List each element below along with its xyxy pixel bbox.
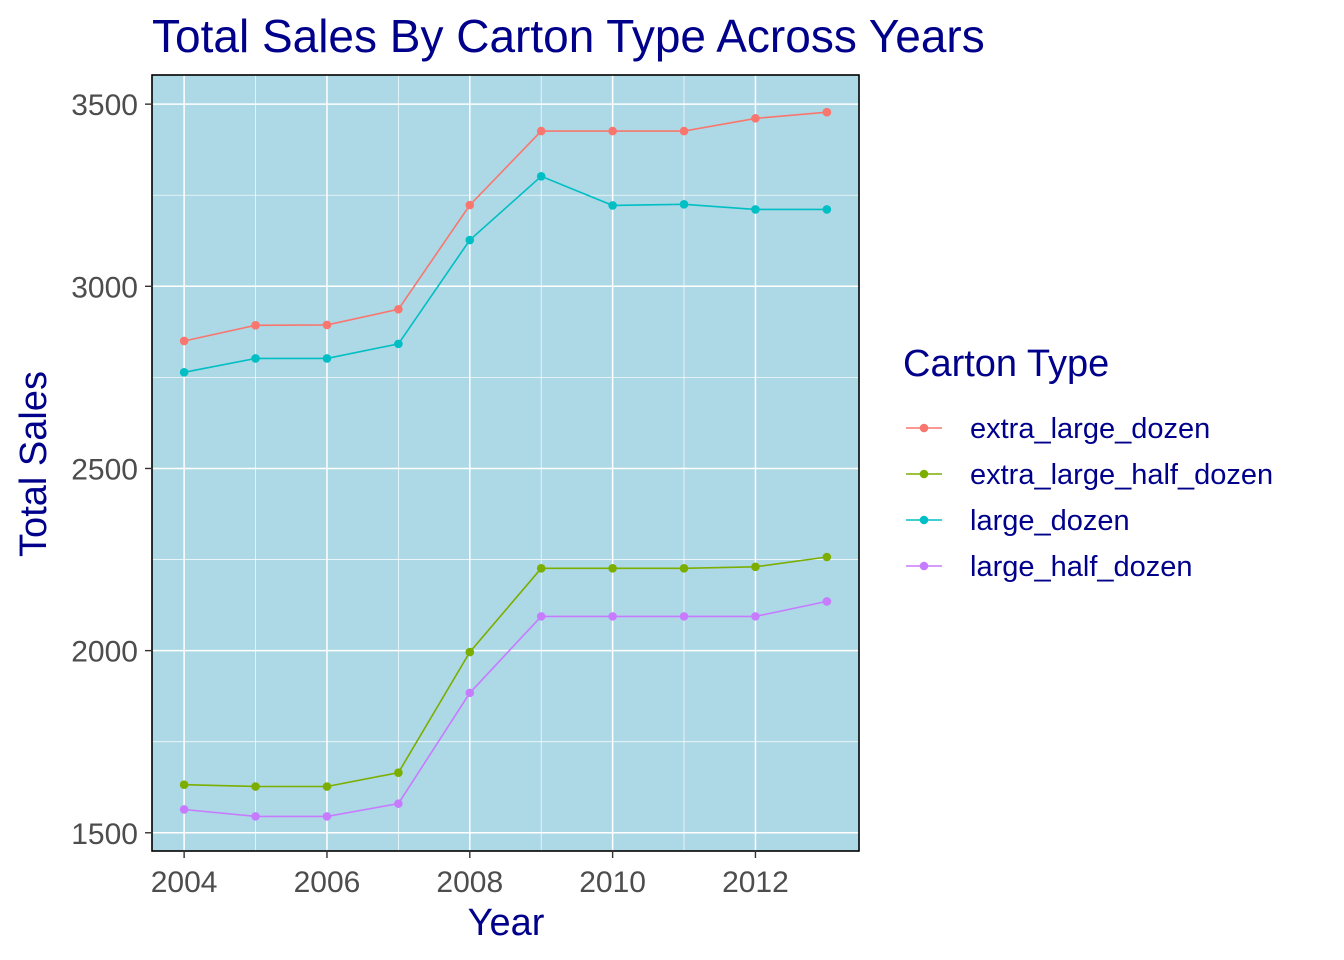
data-point-large_half_dozen [179,805,189,814]
y-tick-label: 1500 [71,818,138,851]
legend-key-point [919,515,929,525]
data-point-large_dozen [251,354,260,363]
data-point-extra_large_half_dozen [322,782,332,791]
legend-item-large_half_dozen: large_half_dozen [906,551,1193,583]
data-point-extra_large_half_dozen [179,780,189,789]
data-point-extra_large_dozen [322,320,332,330]
legend-key-point [919,561,929,571]
data-point-large_half_dozen [751,612,760,621]
legend-title: Carton Type [903,343,1109,385]
series-large_half_dozen [179,597,832,821]
data-point-large_dozen [179,367,189,377]
y-axis-ticks: 1500 2000 2500 3000 3500 [71,89,152,851]
data-point-large_half_dozen [251,812,260,821]
y-tick-label: 2000 [71,636,138,669]
data-point-extra_large_half_dozen [536,563,546,573]
data-point-extra_large_dozen [679,126,689,136]
legend-label: large_dozen [970,505,1130,537]
y-tick-label: 3000 [71,271,138,304]
data-point-extra_large_dozen [179,336,189,346]
chart-title: Total Sales By Carton Type Across Years [152,10,985,62]
x-tick-label: 2008 [436,866,503,899]
data-point-large_dozen [679,200,689,209]
data-point-extra_large_half_dozen [679,563,689,573]
data-point-extra_large_half_dozen [751,562,760,572]
x-tick-label: 2004 [151,866,218,899]
legend-item-extra_large_half_dozen: extra_large_half_dozen [906,459,1273,491]
data-point-large_half_dozen [322,812,332,821]
series-extra_large_half_dozen [179,552,832,791]
y-axis-title: Total Sales [13,371,55,557]
series-line-large_half_dozen [184,600,828,818]
x-tick-label: 2006 [294,866,361,899]
legend-key-point [919,423,929,433]
series-line-extra_large_dozen [183,111,827,342]
data-point-extra_large_dozen [751,114,760,123]
x-tick-label: 2012 [722,866,789,899]
legend-label: extra_large_half_dozen [970,459,1273,491]
data-point-extra_large_dozen [536,126,546,136]
data-point-extra_large_dozen [251,320,260,330]
data-point-large_half_dozen [394,799,403,808]
data-point-large_dozen [394,339,403,349]
data-point-large_half_dozen [536,612,546,621]
series-large_dozen [179,171,832,377]
data-point-large_dozen [822,205,832,214]
data-point-large_half_dozen [679,612,689,621]
series-line-extra_large_half_dozen [184,556,828,788]
series-line-large_dozen [183,175,827,374]
data-point-extra_large_half_dozen [608,563,617,573]
data-point-extra_large_dozen [465,200,475,210]
data-point-large_half_dozen [822,597,832,606]
plot-panel [152,75,859,851]
legend-key-point [919,469,929,479]
x-axis-title: Year [468,902,545,944]
data-point-extra_large_half_dozen [251,782,260,791]
plot-border [151,74,860,852]
y-tick-label: 3500 [71,89,138,122]
data-point-large_dozen [536,171,546,181]
series-extra_large_dozen [179,107,832,346]
legend-item-large_dozen: large_dozen [906,505,1130,537]
data-point-extra_large_dozen [608,126,617,136]
data-point-large_dozen [751,205,760,214]
data-point-extra_large_half_dozen [465,647,475,657]
data-point-large_dozen [465,235,475,245]
data-point-extra_large_half_dozen [394,768,403,777]
y-tick-label: 2500 [71,453,138,486]
data-point-large_half_dozen [465,688,475,698]
data-point-large_dozen [322,354,332,363]
legend-label: extra_large_dozen [970,413,1210,445]
data-point-large_half_dozen [608,612,617,621]
data-point-large_dozen [608,201,617,210]
data-point-extra_large_dozen [822,107,832,117]
legend: Carton Type extra_large_dozen extra_large… [903,343,1273,583]
series-layer [179,107,832,821]
legend-item-extra_large_dozen: extra_large_dozen [906,413,1210,445]
legend-label: large_half_dozen [970,551,1193,583]
x-axis-ticks: 2004 2006 2008 2010 2012 [151,851,789,899]
data-point-extra_large_half_dozen [822,552,832,562]
data-point-extra_large_dozen [394,304,403,314]
x-tick-label: 2010 [579,866,646,899]
